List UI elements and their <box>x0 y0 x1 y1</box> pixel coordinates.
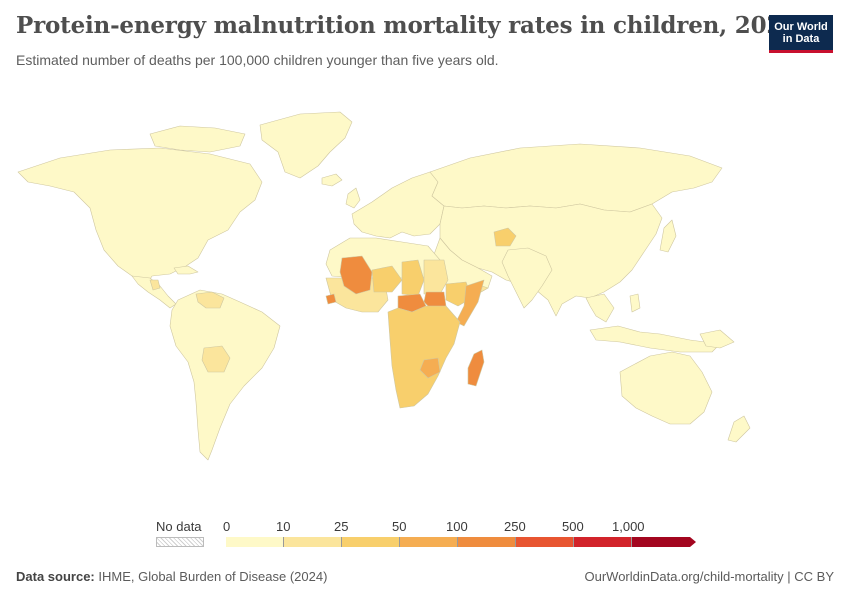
region-new-zealand[interactable] <box>727 415 751 443</box>
region-australia[interactable] <box>619 351 713 425</box>
region-sierra-leone[interactable] <box>325 293 337 305</box>
region-europe[interactable] <box>351 171 445 239</box>
data-source-label: Data source: <box>16 569 95 584</box>
data-source: Data source: IHME, Global Burden of Dise… <box>16 569 327 584</box>
legend-tick-label: 10 <box>276 519 291 534</box>
region-bolivia[interactable] <box>201 345 231 373</box>
region-uk[interactable] <box>345 187 361 209</box>
map-legend: No data 0 10 25 50 100 250 500 1,000 <box>150 514 710 554</box>
region-arctic-islands[interactable] <box>149 125 246 153</box>
legend-bin-3[interactable] <box>400 537 458 547</box>
legend-bin-5[interactable] <box>516 537 574 547</box>
chart-subtitle: Estimated number of deaths per 100,000 c… <box>16 52 499 68</box>
legend-bin-7[interactable] <box>632 536 698 548</box>
legend-bin-2[interactable] <box>342 537 400 547</box>
region-greenland[interactable] <box>259 111 353 179</box>
region-russia[interactable] <box>429 143 723 213</box>
region-iceland[interactable] <box>321 173 343 187</box>
region-niger[interactable] <box>371 265 403 293</box>
data-source-text: IHME, Global Burden of Disease (2024) <box>98 569 328 584</box>
region-mali[interactable] <box>339 255 373 295</box>
region-afghanistan[interactable] <box>493 227 517 247</box>
legend-tick-label: 25 <box>334 519 349 534</box>
legend-tick-label: 250 <box>504 519 526 534</box>
legend-tick-label: 1,000 <box>612 519 645 534</box>
legend-tick-label: 0 <box>223 519 231 534</box>
chart-title: Protein-energy malnutrition mortality ra… <box>16 12 798 39</box>
region-venezuela[interactable] <box>195 291 225 309</box>
region-india[interactable] <box>501 247 553 309</box>
region-south-america[interactable] <box>169 289 281 461</box>
region-guatemala[interactable] <box>149 279 161 291</box>
region-indonesia[interactable] <box>589 325 721 353</box>
logo-line-2: in Data <box>782 32 820 45</box>
world-map[interactable] <box>0 90 850 510</box>
legend-bin-6[interactable] <box>574 537 632 547</box>
legend-bin-1[interactable] <box>284 537 342 547</box>
legend-tick-label: 50 <box>392 519 407 534</box>
source-url-link[interactable]: OurWorldinData.org/child-mortality | CC … <box>584 569 835 584</box>
legend-no-data-label: No data <box>156 519 202 534</box>
legend-tick-label: 500 <box>562 519 584 534</box>
legend-no-data-swatch[interactable] <box>156 537 204 547</box>
legend-tick-label: 100 <box>446 519 468 534</box>
owid-logo[interactable]: Our World in Data <box>769 15 833 53</box>
region-chad[interactable] <box>401 259 425 297</box>
world-map-svg <box>17 111 751 461</box>
region-zimbabwe[interactable] <box>419 357 441 379</box>
region-caribbean[interactable] <box>173 265 199 275</box>
region-north-america[interactable] <box>17 147 263 287</box>
region-papua-new-guinea[interactable] <box>699 329 735 349</box>
legend-bin-0[interactable] <box>226 537 284 547</box>
region-philippines[interactable] <box>629 293 641 313</box>
legend-bin-4[interactable] <box>458 537 516 547</box>
region-sudan[interactable] <box>423 259 449 295</box>
region-somalia[interactable] <box>455 279 485 327</box>
region-central-southern-africa[interactable] <box>387 305 461 409</box>
region-madagascar[interactable] <box>467 349 485 387</box>
region-southeast-asia[interactable] <box>585 293 615 323</box>
logo-line-1: Our World <box>774 20 828 33</box>
region-japan[interactable] <box>659 219 677 253</box>
